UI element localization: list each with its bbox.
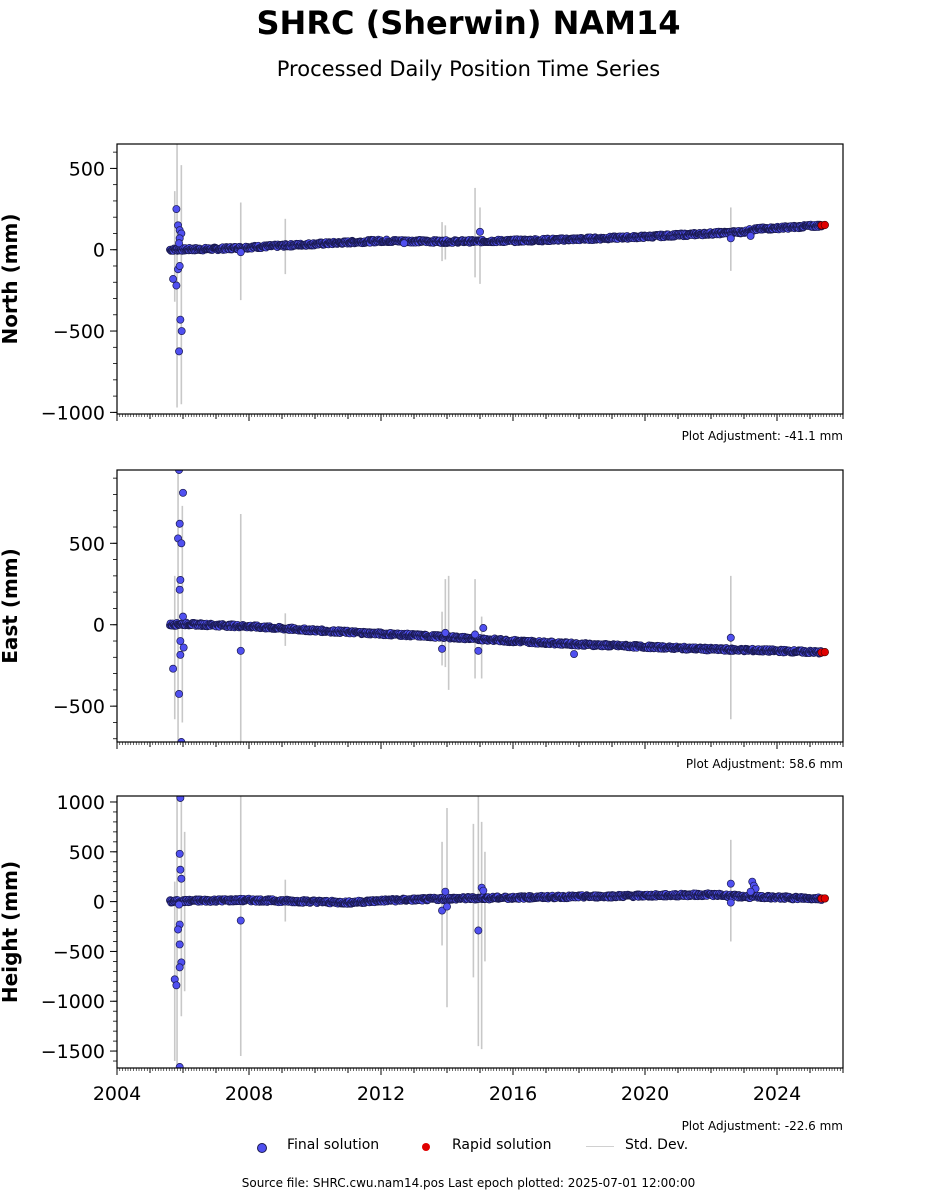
final-point-outlier	[443, 902, 451, 911]
final-marker-icon	[257, 1143, 267, 1153]
final-point-outlier	[177, 539, 186, 548]
y-tick-label: −1000	[41, 402, 105, 424]
final-point-outlier	[175, 1063, 184, 1068]
legend-final-label: Final solution	[287, 1137, 380, 1153]
final-point-outlier	[176, 650, 185, 659]
final-point-outlier	[746, 887, 755, 896]
final-point-outlier	[175, 347, 183, 356]
final-point-outlier	[175, 585, 184, 594]
y-tick-label: 500	[69, 533, 105, 555]
y-tick-label: −500	[53, 941, 105, 963]
plot-adjustment: Plot Adjustment: 58.6 mm	[686, 757, 843, 771]
final-point-outlier	[176, 315, 185, 324]
x-tick-label: 2024	[753, 1083, 801, 1105]
rapid-marker-icon	[422, 1143, 430, 1151]
final-point-outlier	[570, 650, 579, 658]
x-tick-label: 2012	[357, 1083, 405, 1105]
final-point-outlier	[172, 981, 181, 990]
y-tick-label: −1000	[41, 991, 105, 1013]
final-point-outlier	[175, 849, 184, 858]
final-point-outlier	[476, 227, 484, 236]
final-point-outlier	[726, 633, 735, 642]
final-point-outlier	[176, 637, 185, 645]
x-tick-label: 2008	[225, 1083, 273, 1105]
final-point-outlier	[400, 239, 409, 248]
y-axis-label: Height (mm)	[0, 861, 22, 1003]
x-tick-label: 2004	[93, 1083, 141, 1105]
y-tick-label: −500	[53, 696, 105, 718]
final-point-outlier	[236, 916, 245, 925]
legend-std-label: Std. Dev.	[625, 1137, 689, 1153]
y-tick-label: 500	[69, 158, 105, 180]
final-point-outlier	[175, 262, 184, 270]
plot-adjustment: Plot Adjustment: -41.1 mm	[682, 429, 843, 443]
final-point-outlier	[236, 248, 245, 257]
source-footer: Source file: SHRC.cwu.nam14.pos Last epo…	[241, 1176, 696, 1190]
final-point-outlier	[175, 690, 183, 698]
final-point-outlier	[471, 630, 479, 639]
final-point-outlier	[479, 886, 488, 895]
panel-2: 500 0 −500 East (mm) Plot Adjustment: 58.6 m…	[0, 469, 844, 771]
final-point-outlier	[175, 239, 183, 248]
final-point-outlier	[179, 488, 187, 497]
final-point-outlier	[726, 898, 735, 907]
x-tick-label: 2016	[489, 1083, 537, 1105]
final-point-outlier	[474, 646, 483, 655]
rapid-point	[820, 220, 829, 230]
chart-subtitle: Processed Daily Position Time Series	[276, 57, 661, 81]
final-point-outlier	[175, 900, 183, 909]
final-point-outlier	[179, 643, 188, 652]
final-point-outlier	[172, 281, 181, 290]
y-tick-label: 0	[93, 240, 105, 262]
chart-title: SHRC (Sherwin) NAM14	[256, 4, 681, 42]
final-point-outlier	[172, 205, 181, 214]
y-tick-label: −500	[53, 321, 105, 343]
y-tick-label: 1000	[57, 792, 105, 814]
final-point-outlier	[175, 963, 184, 972]
final-point-outlier	[175, 470, 183, 474]
y-tick-label: 500	[69, 842, 105, 864]
final-point-outlier	[438, 644, 446, 653]
panel-3: 1000 500 0 −500 −1000 −1500 2004 2008 2012 2016 20…	[0, 792, 844, 1133]
final-point-outlier	[174, 925, 182, 934]
final-point-outlier	[169, 275, 178, 283]
final-point-outlier	[176, 865, 185, 874]
y-tick-label: −1500	[41, 1041, 105, 1063]
y-axis-label: North (mm)	[0, 213, 22, 344]
rapid-point	[820, 894, 829, 903]
plot-frame	[116, 469, 844, 743]
final-point-outlier	[726, 234, 735, 243]
final-point-outlier	[177, 327, 186, 335]
x-tick-label: 2020	[621, 1083, 669, 1105]
std-line-icon	[586, 1146, 614, 1147]
final-point-outlier	[236, 646, 245, 655]
final-point-outlier	[726, 879, 735, 888]
plot-adjustment: Plot Adjustment: -22.6 mm	[682, 1119, 843, 1133]
y-tick-label: 0	[93, 892, 105, 914]
plot-area	[166, 470, 829, 742]
final-point-outlier	[441, 628, 450, 637]
final-point-outlier	[746, 231, 755, 240]
plot-area	[166, 144, 829, 408]
final-point-outlier	[179, 612, 187, 621]
panel-1: 500 0 −500 −1000 North (mm) Plot Adjustment: …	[0, 143, 844, 443]
final-point-outlier	[441, 887, 450, 896]
final-point-outlier	[479, 624, 488, 632]
final-point-outlier	[169, 664, 178, 673]
plot-area	[166, 796, 829, 1068]
final-point-outlier	[175, 940, 184, 949]
final-point-outlier	[175, 519, 184, 528]
legend-rapid-label: Rapid solution	[452, 1137, 552, 1153]
final-point-outlier	[176, 575, 185, 584]
final-point-outlier	[177, 738, 186, 742]
final-point-outlier	[176, 796, 185, 802]
final-point-outlier	[474, 926, 483, 935]
rapid-point	[820, 647, 829, 657]
y-axis-label: East (mm)	[0, 548, 22, 664]
final-point-outlier	[177, 874, 186, 883]
y-tick-label: 0	[93, 615, 105, 637]
